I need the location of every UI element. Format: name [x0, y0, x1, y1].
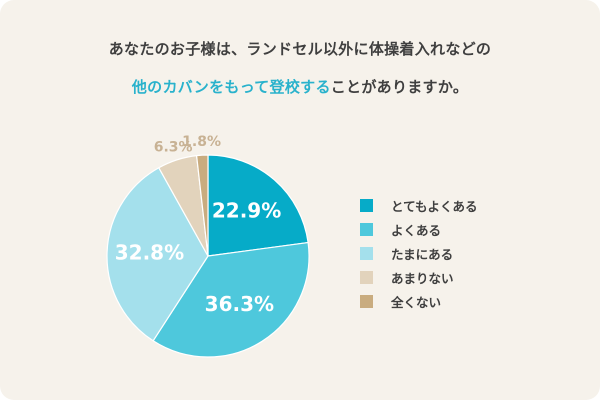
slice-value-label-0: 22.9% [212, 198, 281, 222]
pie-slice-1 [152, 241, 310, 358]
legend-swatch-3 [360, 270, 373, 284]
legend-item-1: よくある [360, 217, 478, 241]
legend-label-3: あまりない [391, 270, 454, 286]
legend-label-1: よくある [391, 222, 442, 238]
pie-labels: 22.9% 36.3% 32.8% 6.3%1.8% [115, 134, 282, 316]
legend-swatch-1 [360, 222, 373, 236]
legend-item-3: あまりない [360, 265, 478, 289]
question-line-2: 他のカバンをもって登校することがありますか。 [0, 76, 600, 97]
legend-swatch-2 [360, 246, 373, 260]
pie-slice-0 [207, 154, 309, 257]
slice-value-label-3: 6.3% [154, 139, 193, 155]
legend-label-0: とてもよくある [391, 198, 478, 214]
pie-slices [106, 154, 310, 358]
legend-item-4: 全くない [360, 289, 478, 313]
question-highlight: 他のカバンをもって登校する [131, 78, 331, 96]
slice-value-label-4: 1.8% [182, 134, 221, 150]
legend-swatch-0 [360, 198, 373, 212]
legend-item-0: とてもよくある [360, 193, 478, 217]
legend-label-2: たまにある [391, 246, 454, 262]
slice-value-label-2: 32.8% [115, 241, 184, 265]
slice-value-label-1: 36.3% [205, 292, 274, 316]
question-rest: ことがありますか。 [330, 78, 469, 96]
pie-slice-4 [195, 154, 209, 257]
legend-item-2: たまにある [360, 241, 478, 265]
legend: とてもよくある よくあるたまにあるあまりない全くない [360, 193, 478, 313]
question-line-1: あなたのお子様は、ランドセル以外に体操着入れなどの [108, 40, 492, 58]
legend-label-4: 全くない [391, 294, 442, 310]
legend-swatch-4 [360, 294, 373, 308]
